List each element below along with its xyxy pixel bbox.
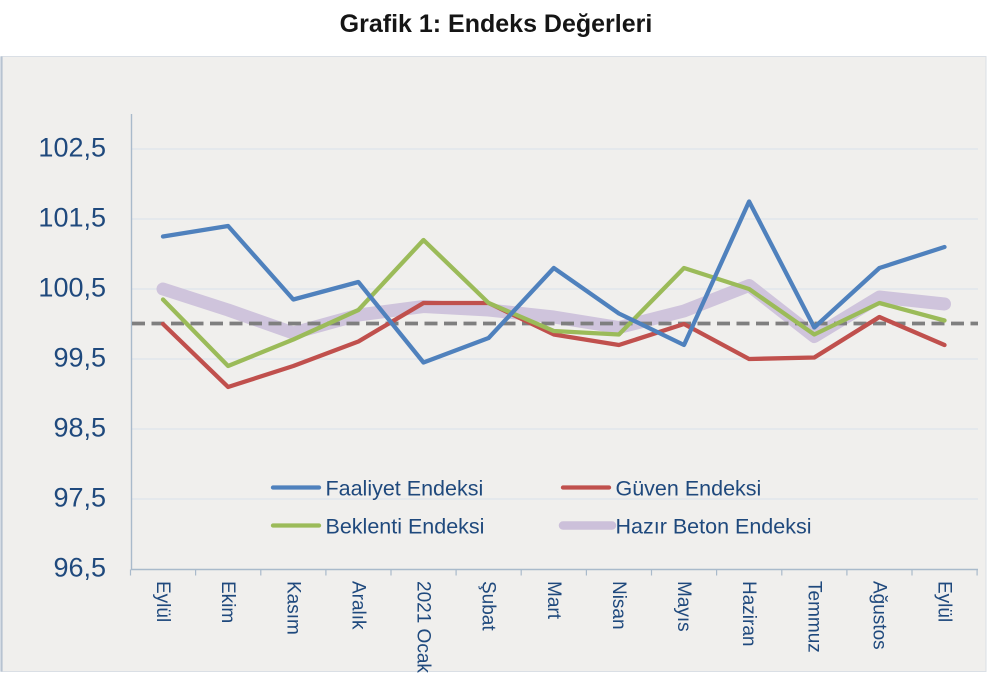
svg-text:Kasım: Kasım: [282, 581, 303, 635]
svg-text:Eylül: Eylül: [152, 581, 173, 622]
svg-text:Beklenti Endeksi: Beklenti Endeksi: [326, 515, 485, 539]
svg-text:Ağustos: Ağustos: [868, 581, 889, 650]
svg-text:Aralık: Aralık: [347, 581, 368, 630]
svg-text:Nisan: Nisan: [608, 581, 629, 630]
svg-text:Şubat: Şubat: [478, 581, 499, 631]
svg-text:Ekim: Ekim: [217, 581, 238, 623]
svg-text:97,5: 97,5: [53, 483, 106, 513]
svg-text:98,5: 98,5: [53, 413, 106, 443]
svg-text:96,5: 96,5: [53, 553, 106, 583]
svg-text:102,5: 102,5: [38, 133, 106, 163]
svg-text:Güven Endeksi: Güven Endeksi: [616, 477, 762, 501]
svg-text:99,5: 99,5: [53, 343, 106, 373]
svg-text:Haziran: Haziran: [738, 581, 759, 646]
svg-text:Hazır Beton Endeksi: Hazır Beton Endeksi: [616, 515, 812, 539]
svg-text:100,5: 100,5: [38, 273, 106, 303]
svg-text:Mayıs: Mayıs: [673, 581, 694, 632]
svg-text:Faaliyet Endeksi: Faaliyet Endeksi: [326, 477, 484, 501]
svg-text:Temmuz: Temmuz: [803, 581, 824, 653]
svg-text:Mart: Mart: [543, 581, 564, 620]
svg-text:Grafik 1: Endeks Değerleri: Grafik 1: Endeks Değerleri: [340, 10, 653, 38]
svg-text:101,5: 101,5: [38, 203, 106, 233]
svg-text:Eylül: Eylül: [934, 581, 955, 622]
svg-text:2021 Ocak: 2021 Ocak: [413, 581, 434, 673]
